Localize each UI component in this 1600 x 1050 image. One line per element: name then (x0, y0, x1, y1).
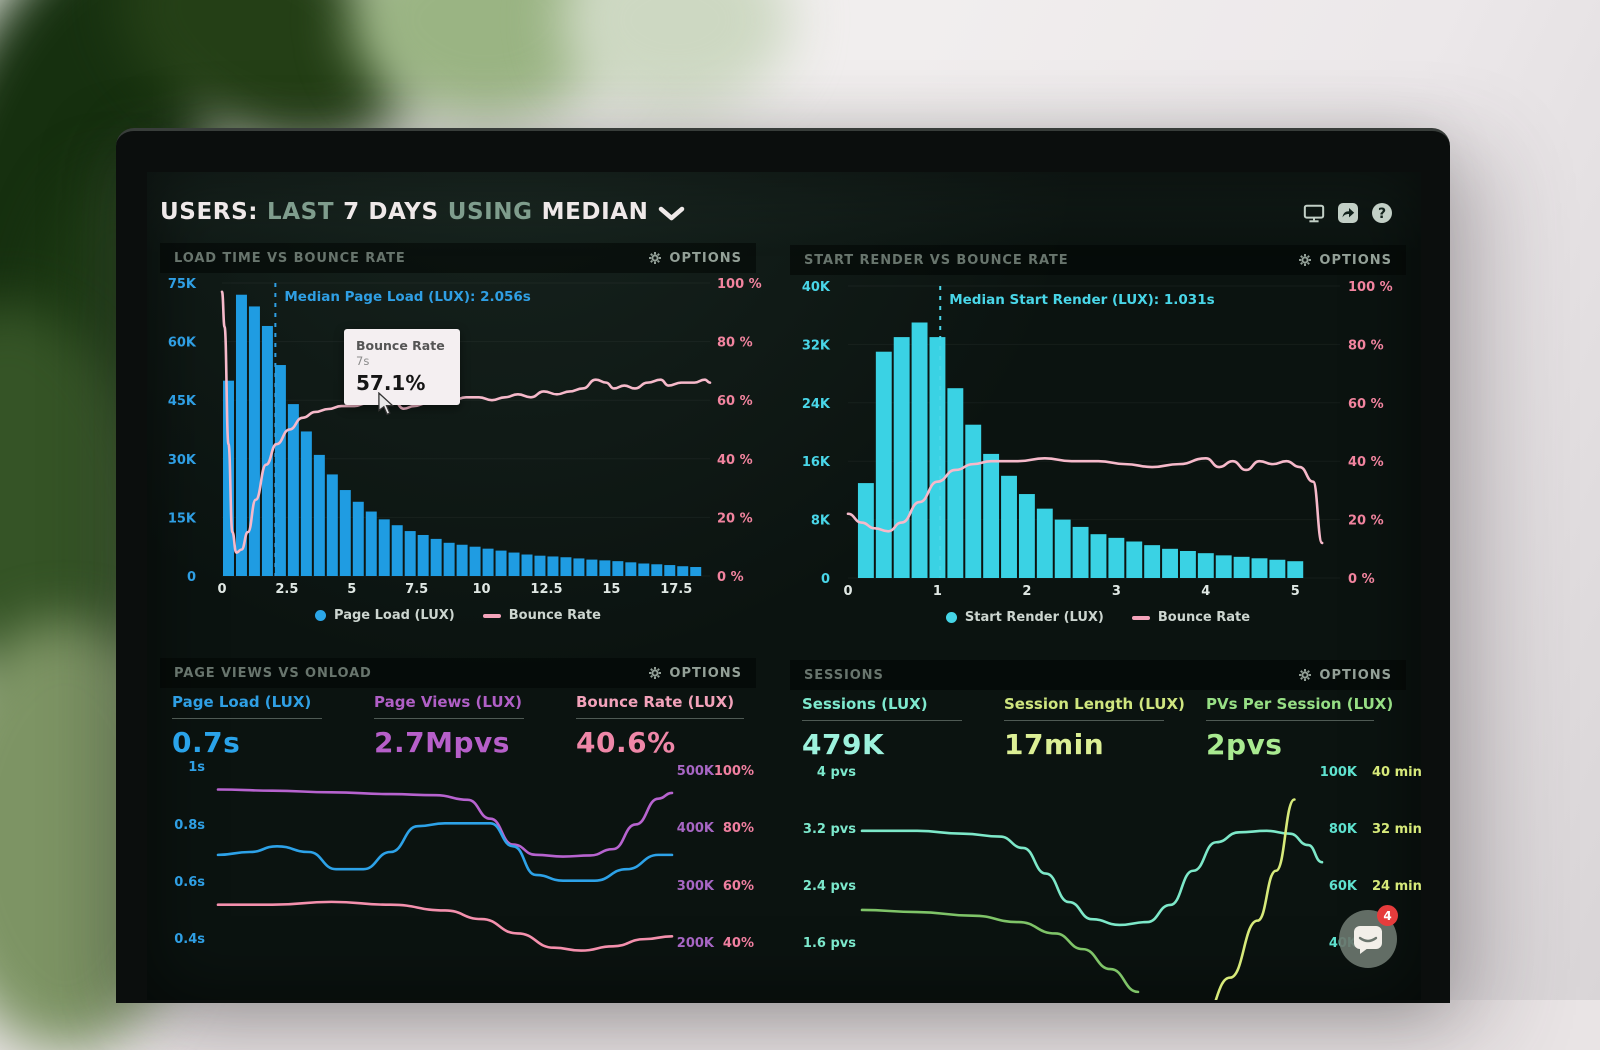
options-button[interactable]: OPTIONS (1298, 253, 1392, 268)
options-button[interactable]: OPTIONS (648, 666, 742, 681)
options-label: OPTIONS (1319, 253, 1392, 268)
metric-bounce-rate: Bounce Rate (LUX) 40.6% (576, 693, 771, 759)
help-icon[interactable]: ? (1371, 202, 1393, 224)
metric-label: Page Load (LUX) (172, 693, 367, 711)
wall-light-blur (560, 0, 790, 110)
panel-title: PAGE VIEWS VS ONLOAD (174, 666, 372, 681)
metric-label: Bounce Rate (LUX) (576, 693, 771, 711)
options-button[interactable]: OPTIONS (648, 251, 742, 266)
metric-value: 17min (1004, 728, 1199, 761)
bounce-rate-dash (1132, 616, 1150, 620)
metric-label: Page Views (LUX) (374, 693, 569, 711)
display-icon[interactable] (1303, 202, 1325, 224)
metric-page-load: Page Load (LUX) 0.7s (172, 693, 367, 759)
window-toolbar: ? (1303, 202, 1393, 224)
metric-sessions: Sessions (LUX) 479K (802, 695, 997, 761)
chevron-down-icon (658, 206, 685, 222)
panel-load-time: LOAD TIME VS BOUNCE RATE OPTIONS (160, 243, 756, 273)
panel-sessions: SESSIONS OPTIONS (790, 660, 1406, 690)
metric-rule (374, 718, 524, 719)
chart-tooltip: Bounce Rate 7s 57.1% (344, 329, 460, 405)
metric-rule (1004, 720, 1164, 721)
legend-label: Page Load (LUX) (334, 608, 455, 623)
panel-title: LOAD TIME VS BOUNCE RATE (174, 251, 406, 266)
title-last: LAST (267, 199, 334, 225)
options-label: OPTIONS (669, 251, 742, 266)
share-icon[interactable] (1337, 202, 1359, 224)
legend-label: Start Render (LUX) (965, 610, 1104, 625)
metric-rule (576, 718, 744, 719)
start-render-dot (946, 612, 957, 623)
tooltip-subtitle: 7s (356, 354, 448, 368)
panel-sessions-header: SESSIONS OPTIONS (790, 660, 1406, 690)
gear-icon (648, 666, 662, 680)
legend-start-render: Start Render (LUX) Bounce Rate (790, 610, 1406, 625)
svg-text:?: ? (1378, 206, 1386, 222)
legend-load-time: Page Load (LUX) Bounce Rate (160, 608, 756, 623)
dashboard-screen (147, 172, 1421, 1000)
metric-label: Sessions (LUX) (802, 695, 997, 713)
panel-page-views: PAGE VIEWS VS ONLOAD OPTIONS (160, 658, 756, 688)
gear-icon (1298, 668, 1312, 682)
title-median: MEDIAN (542, 199, 649, 225)
metric-value: 479K (802, 728, 997, 761)
legend-label: Bounce Rate (1158, 610, 1250, 625)
panel-title: START RENDER VS BOUNCE RATE (804, 253, 1068, 268)
tooltip-title: Bounce Rate (356, 338, 448, 353)
metric-value: 2pvs (1206, 728, 1401, 761)
tooltip-value: 57.1% (356, 371, 448, 395)
metric-value: 0.7s (172, 726, 367, 759)
metric-label: PVs Per Session (LUX) (1206, 695, 1401, 713)
metric-rule (172, 718, 322, 719)
metric-rule (1206, 720, 1374, 721)
metric-rule (802, 720, 962, 721)
legend-label: Bounce Rate (509, 608, 601, 623)
options-label: OPTIONS (669, 666, 742, 681)
options-button[interactable]: OPTIONS (1298, 668, 1392, 683)
panel-start-render: START RENDER VS BOUNCE RATE OPTIONS (790, 245, 1406, 275)
chat-badge: 4 (1377, 905, 1398, 926)
title-users: USERS: (160, 199, 258, 225)
mouse-cursor-icon (376, 392, 396, 416)
title-using: USING (448, 199, 533, 225)
panel-start-render-header: START RENDER VS BOUNCE RATE OPTIONS (790, 245, 1406, 275)
metric-value: 40.6% (576, 726, 771, 759)
users-period-dropdown[interactable]: USERS: LAST 7 DAYS USING MEDIAN (160, 196, 685, 228)
title-days: 7 DAYS (343, 199, 439, 225)
metric-label: Session Length (LUX) (1004, 695, 1199, 713)
panel-load-time-header: LOAD TIME VS BOUNCE RATE OPTIONS (160, 243, 756, 273)
metric-pvs-per-session: PVs Per Session (LUX) 2pvs (1206, 695, 1401, 761)
panel-title: SESSIONS (804, 668, 884, 683)
gear-icon (648, 251, 662, 265)
metric-page-views: Page Views (LUX) 2.7Mpvs (374, 693, 569, 759)
page-load-dot (315, 610, 326, 621)
metric-session-length: Session Length (LUX) 17min (1004, 695, 1199, 761)
gear-icon (1298, 253, 1312, 267)
bounce-rate-dash (483, 614, 501, 618)
panel-page-views-header: PAGE VIEWS VS ONLOAD OPTIONS (160, 658, 756, 688)
metric-value: 2.7Mpvs (374, 726, 569, 759)
options-label: OPTIONS (1319, 668, 1392, 683)
